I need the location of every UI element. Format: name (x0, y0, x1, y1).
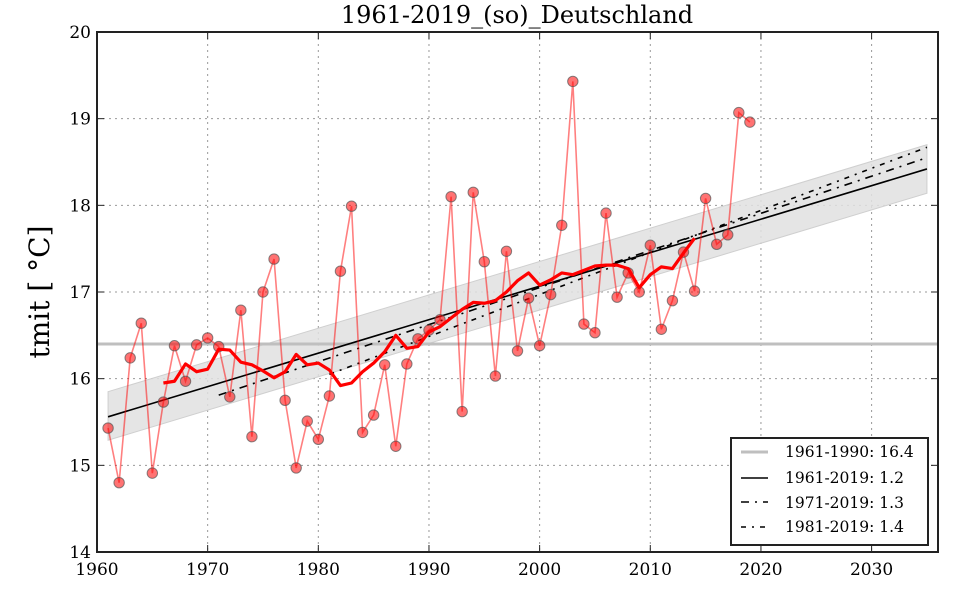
observation-point-1975 (257, 286, 269, 298)
observation-point-1961 (102, 422, 114, 434)
observation-point-1979 (301, 415, 313, 427)
observation-point-2014 (688, 285, 701, 297)
observation-point-1964 (135, 317, 147, 329)
observation-point-1963 (124, 352, 136, 364)
x-tick-label: 2020 (739, 560, 782, 580)
observation-point-1968 (179, 375, 192, 387)
observation-point-1981 (323, 390, 336, 402)
y-tick-label: 15 (69, 456, 91, 476)
x-tick-label: 1960 (75, 560, 118, 580)
y-tick-label: 20 (69, 23, 91, 43)
trend-line-1961-2019 (107, 168, 928, 418)
observation-point-2000 (533, 340, 546, 352)
observation-point-1980 (312, 433, 325, 446)
observation-point-2017 (722, 229, 734, 241)
x-tick-label: 2000 (518, 560, 561, 580)
y-tick-label: 16 (69, 370, 91, 390)
x-tick-label: 2030 (850, 560, 893, 580)
y-axis-label: tmit [ °C] (23, 225, 56, 358)
observation-point-2007 (611, 291, 623, 303)
observation-point-1993 (456, 405, 468, 418)
observation-point-2010 (644, 239, 656, 251)
legend-label-reference: 1961-1990: 16.4 (785, 443, 914, 461)
observation-point-1969 (190, 339, 203, 351)
x-tick-label: 1970 (186, 560, 229, 580)
observation-point-1970 (201, 332, 214, 344)
axis-ticks (96, 31, 938, 553)
observation-point-2002 (556, 219, 568, 231)
legend-label-trend-1971: 1971-2019: 1.3 (785, 494, 904, 512)
observation-point-2018 (733, 106, 745, 119)
running-mean-layer (163, 237, 696, 388)
observation-point-1976 (268, 253, 280, 265)
observation-point-1997 (500, 245, 513, 257)
chart-title: 1961-2019_(so)_Deutschland (341, 1, 693, 29)
observation-point-2019 (744, 116, 756, 128)
observation-point-1965 (146, 467, 159, 479)
observations-layer (102, 75, 756, 489)
observation-point-1996 (489, 370, 502, 382)
x-tick-label: 1980 (297, 560, 340, 580)
trend-line-1971-2019 (218, 156, 928, 396)
observation-point-1977 (279, 394, 291, 407)
observation-point-1973 (235, 304, 247, 316)
trend-lines-layer (107, 146, 928, 418)
observation-point-2005 (589, 327, 601, 339)
observation-point-1988 (401, 358, 413, 370)
observation-point-2003 (567, 75, 579, 88)
plot-area (96, 31, 939, 553)
y-tick-label: 18 (69, 196, 91, 216)
observation-point-1967 (168, 340, 181, 352)
legend: 1961-1990: 16.4 1961-2019: 1.2 1971-2019… (730, 437, 929, 546)
observation-point-1986 (379, 359, 391, 371)
observation-point-2016 (710, 238, 723, 251)
legend-label-trend-1981: 1981-2019: 1.4 (785, 518, 904, 536)
legend-label-trend-1961: 1961-2019: 1.2 (785, 469, 904, 487)
running-mean-line (163, 237, 696, 388)
observation-point-2015 (699, 192, 712, 205)
observation-point-2004 (578, 318, 590, 330)
observation-point-1983 (345, 200, 358, 212)
observation-point-1962 (113, 476, 125, 489)
observation-point-1974 (246, 431, 258, 443)
trend-line-1981-2019 (329, 146, 928, 376)
observation-point-1982 (334, 265, 347, 277)
observation-point-2006 (600, 207, 612, 219)
observation-point-1978 (290, 462, 302, 474)
y-tick-label: 17 (69, 283, 91, 303)
y-tick-label: 14 (69, 543, 91, 563)
observation-point-1995 (478, 255, 491, 268)
x-tick-label: 2010 (629, 560, 672, 580)
observation-point-1999 (522, 292, 535, 304)
observation-point-1984 (356, 426, 369, 439)
observation-point-1972 (224, 391, 236, 403)
observation-point-1992 (445, 190, 457, 203)
observation-point-1966 (157, 396, 170, 408)
x-tick-label: 1990 (407, 560, 450, 580)
observation-point-1994 (467, 186, 479, 199)
y-tick-label: 19 (69, 110, 91, 130)
observation-point-2012 (666, 294, 679, 307)
observation-point-2001 (544, 288, 557, 301)
observation-point-2011 (655, 323, 668, 335)
observation-point-1987 (390, 440, 402, 452)
observation-point-1985 (367, 409, 380, 421)
observation-point-1998 (511, 345, 524, 357)
